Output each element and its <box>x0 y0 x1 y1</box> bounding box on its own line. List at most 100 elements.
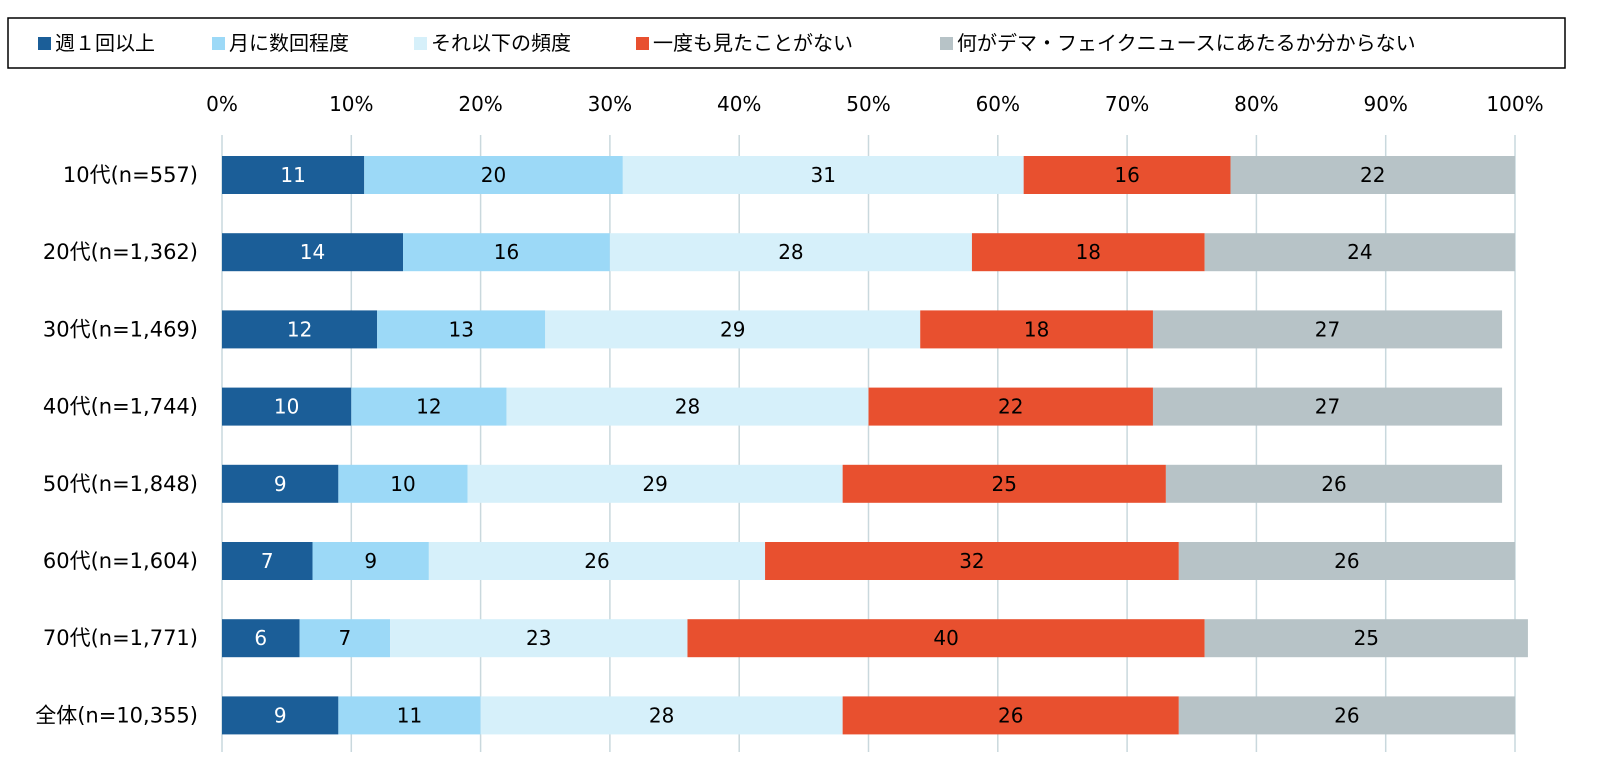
bar-segment <box>868 387 1153 426</box>
legend-border <box>7 17 1566 69</box>
bar-row: 6 7 23 40 25 <box>222 619 1528 658</box>
bar-segment <box>222 156 365 194</box>
data-label: 25 <box>992 472 1017 496</box>
legend-swatch <box>636 37 649 50</box>
data-label: 20 <box>481 163 506 187</box>
legend-item: 一度も見たことがない <box>636 31 853 55</box>
data-label: 16 <box>494 240 519 264</box>
data-label: 40 <box>933 626 958 650</box>
data-label: 27 <box>1315 395 1340 419</box>
bars: 11 20 31 16 22 14 16 28 18 24 12 13 29 18 27 10 12 28 22 27… <box>222 156 1528 735</box>
bar-row: 12 13 29 18 27 <box>222 310 1503 349</box>
data-label: 11 <box>397 703 422 727</box>
data-label: 16 <box>1114 163 1139 187</box>
bar-segment <box>222 464 339 503</box>
y-axis-label: 全体(n=10,355) <box>35 703 198 727</box>
bar-segment <box>222 310 378 349</box>
legend-label: 週１回以上 <box>55 31 155 55</box>
bar-row: 14 16 28 18 24 <box>222 233 1515 272</box>
data-label: 12 <box>287 317 312 341</box>
bar-segment <box>609 233 972 272</box>
legend-swatch <box>38 37 51 50</box>
legend-item: それ以下の頻度 <box>414 31 571 55</box>
y-axis-label: 10代(n=557) <box>63 163 198 187</box>
data-label: 9 <box>274 703 287 727</box>
bar-row: 10 12 28 22 27 <box>222 387 1503 426</box>
bar-segment <box>338 464 468 503</box>
x-tick-label: 80% <box>1234 92 1278 116</box>
legend-swatch <box>940 37 953 50</box>
bar-segment <box>842 696 1179 735</box>
data-label: 10 <box>274 395 299 419</box>
legend-label: それ以下の頻度 <box>431 31 571 55</box>
bar-segment <box>467 464 843 503</box>
data-label: 27 <box>1315 317 1340 341</box>
x-tick-label: 100% <box>1486 92 1543 116</box>
bar-segment <box>351 387 507 426</box>
legend: 週１回以上 月に数回程度 それ以下の頻度 一度も見たことがない 何がデマ・フェイクニュー… <box>7 17 1566 69</box>
data-label: 28 <box>778 240 803 264</box>
legend-swatch <box>212 37 225 50</box>
bar-segment <box>1204 233 1515 272</box>
x-tick-label: 30% <box>588 92 632 116</box>
y-axis-label: 30代(n=1,469) <box>43 317 198 341</box>
legend-label: 何がデマ・フェイクニュースにあたるか分からない <box>957 31 1416 55</box>
bar-row: 9 11 28 26 26 <box>222 696 1515 735</box>
bar-segment <box>364 156 623 194</box>
gridlines <box>221 135 1516 752</box>
data-label: 11 <box>280 163 305 187</box>
data-label: 24 <box>1347 240 1372 264</box>
y-axis-label: 20代(n=1,362) <box>43 240 198 264</box>
data-label: 14 <box>300 240 325 264</box>
legend-item: 何がデマ・フェイクニュースにあたるか分からない <box>940 31 1416 55</box>
data-label: 26 <box>1321 472 1346 496</box>
bar-segment <box>1178 696 1515 735</box>
x-tick-label: 20% <box>458 92 502 116</box>
bar-segment <box>1165 464 1503 503</box>
legend-item: 週１回以上 <box>38 31 155 55</box>
x-tick-label: 0% <box>206 92 238 116</box>
bar-segment <box>506 387 869 426</box>
bar-segment <box>842 464 1166 503</box>
bar-segment <box>1178 542 1515 580</box>
bar-segment <box>545 310 921 349</box>
x-tick-label: 60% <box>976 92 1020 116</box>
bar-segment <box>622 156 1024 194</box>
legend-swatch <box>414 37 427 50</box>
bar-segment <box>222 387 352 426</box>
data-label: 22 <box>998 395 1023 419</box>
x-tick-label: 90% <box>1363 92 1407 116</box>
data-label: 12 <box>416 395 441 419</box>
bar-segment <box>377 310 546 349</box>
x-tick-label: 50% <box>846 92 890 116</box>
data-label: 9 <box>274 472 287 496</box>
data-label: 26 <box>998 703 1023 727</box>
bar-segment <box>1152 387 1503 426</box>
data-label: 13 <box>448 317 473 341</box>
bar-segment <box>390 619 688 658</box>
bar-segment <box>1230 156 1515 194</box>
y-axis-label: 70代(n=1,771) <box>43 626 198 650</box>
data-label: 31 <box>811 163 836 187</box>
bar-row: 11 20 31 16 22 <box>222 156 1515 194</box>
data-label: 26 <box>1334 703 1359 727</box>
bar-segment <box>687 619 1205 658</box>
bar-segment <box>338 696 481 735</box>
x-axis-ticks: 0% 10% 20% 30% 40% 50% 60% 70% 80% 90% 100% <box>206 92 1543 116</box>
legend-label: 一度も見たことがない <box>653 31 853 55</box>
bar-segment <box>920 310 1153 349</box>
data-label: 28 <box>649 703 674 727</box>
bar-segment <box>403 233 610 272</box>
data-label: 18 <box>1076 240 1101 264</box>
y-axis-label: 50代(n=1,848) <box>43 472 198 496</box>
bar-segment <box>222 542 313 580</box>
data-label: 10 <box>390 472 415 496</box>
bar-row: 9 10 29 25 26 <box>222 464 1503 503</box>
bar-segment <box>222 619 300 658</box>
y-axis-labels: 10代(n=557) 20代(n=1,362) 30代(n=1,469) 40代(n=… <box>35 163 198 727</box>
data-label: 18 <box>1024 317 1049 341</box>
bar-segment <box>222 696 339 735</box>
data-label: 9 <box>364 549 377 573</box>
data-label: 7 <box>261 549 274 573</box>
